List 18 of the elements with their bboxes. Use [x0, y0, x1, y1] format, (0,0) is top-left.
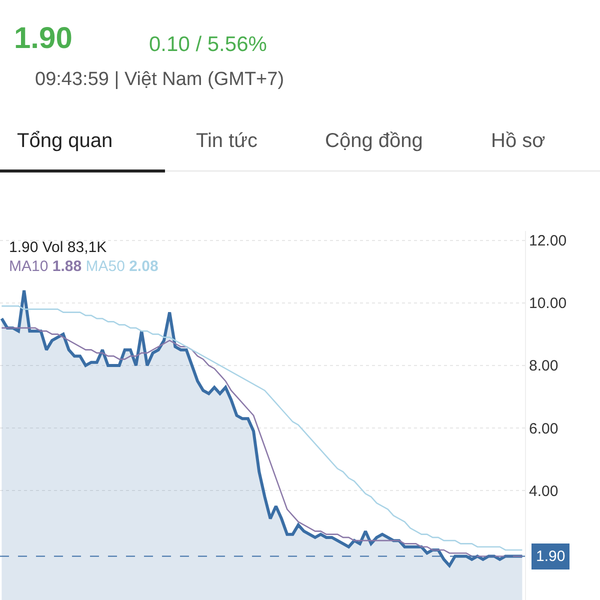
y-tick-label: 12.00 [529, 232, 567, 250]
annotation: 1.88 [52, 258, 82, 275]
annotation: 2.08 [129, 258, 158, 275]
y-tick-label: 6.00 [529, 420, 558, 438]
text: Tin tức [196, 130, 258, 152]
text: MA50 [86, 258, 125, 275]
annotation: 1.90 Vol 83,1K [9, 239, 107, 256]
y-tick-label: 8.00 [529, 358, 558, 375]
ref-line-label: 1.90 [536, 548, 566, 565]
y-tick-label: 10.00 [529, 295, 567, 312]
chart-subtitle: 0.10 / 5.56% [149, 33, 267, 56]
y-tick-label: 4.00 [529, 482, 558, 500]
text: Hồ sơ [491, 130, 546, 152]
text: MA10 [9, 258, 48, 275]
chart-title: 1.90 [14, 22, 72, 55]
text: 09:43:59 | Việt Nam (GMT+7) [35, 69, 284, 90]
text: Tổng quan [17, 130, 113, 152]
text: Cộng đồng [325, 130, 423, 152]
